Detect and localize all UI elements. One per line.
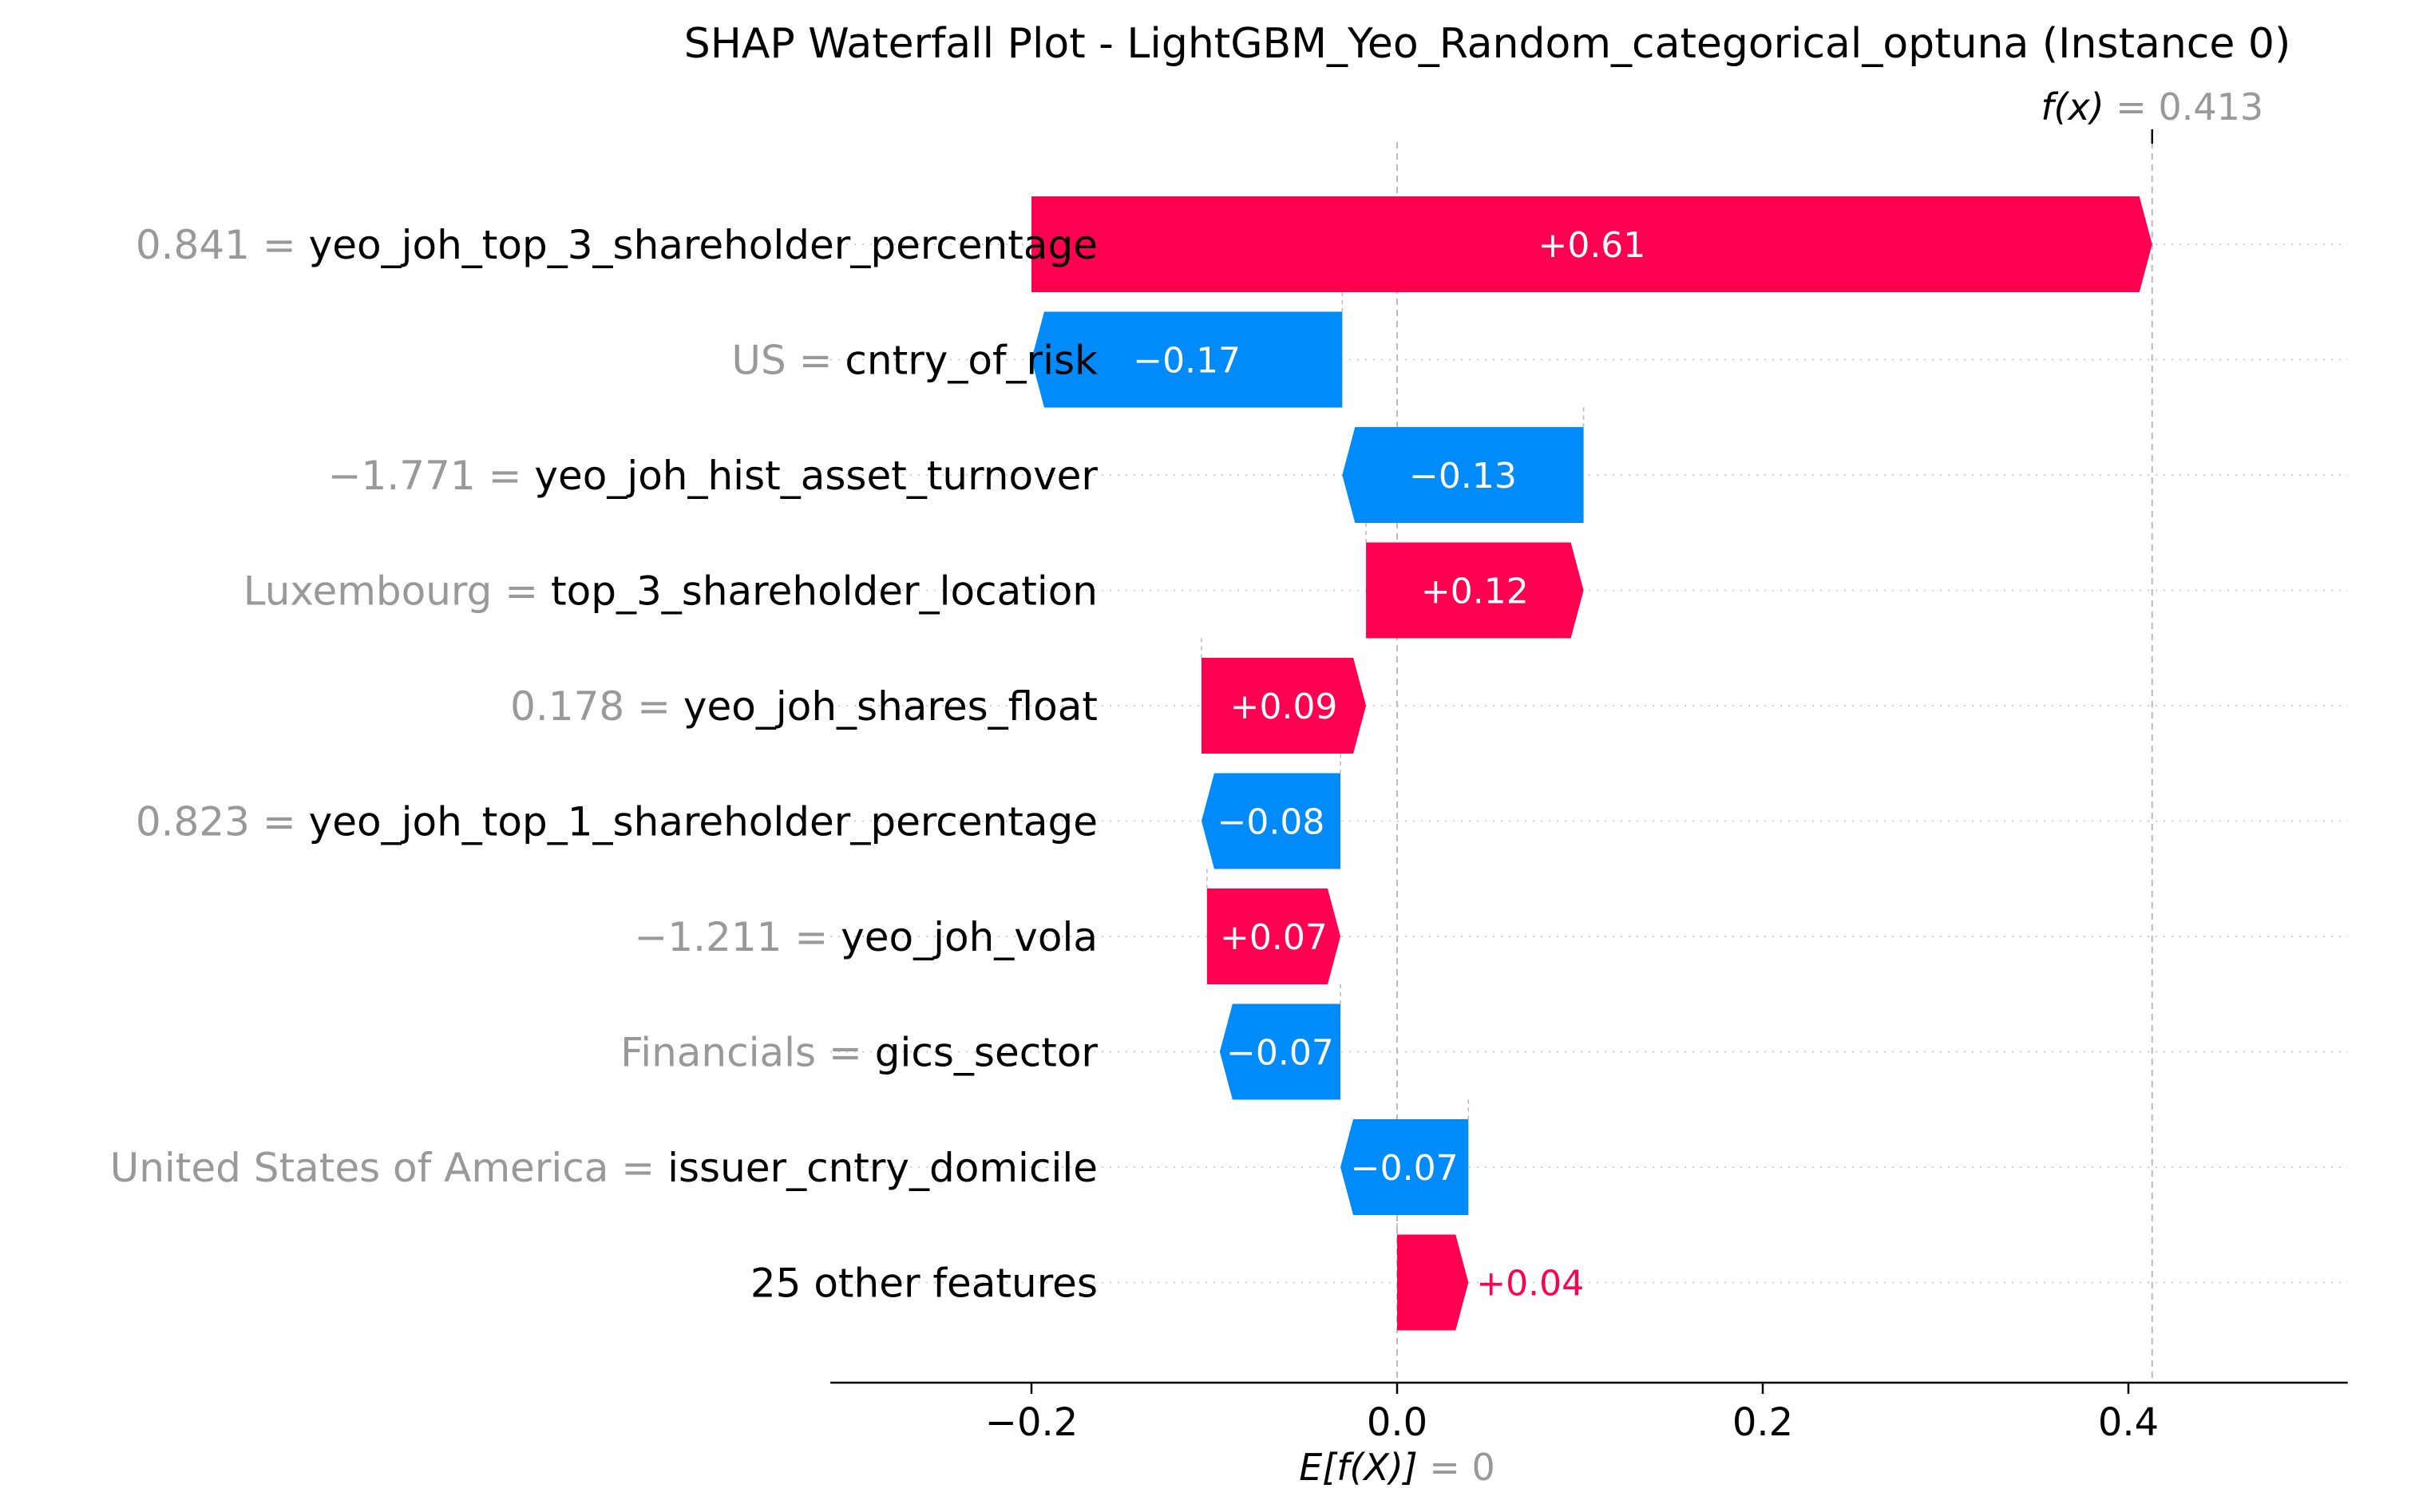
feature-value: US = xyxy=(731,338,845,384)
feature-name: yeo_joh_top_3_shareholder_percentage xyxy=(309,222,1098,268)
waterfall-bar xyxy=(1219,1003,1341,1100)
feature-label: United States of America = issuer_cntry_… xyxy=(110,1145,1098,1191)
feature-name: cntry_of_risk xyxy=(845,338,1098,384)
feature-value: 0.178 = xyxy=(510,683,683,730)
waterfall-bar xyxy=(1031,196,2152,292)
waterfall-bar xyxy=(1201,773,1341,869)
feature-label: 0.823 = yeo_joh_top_1_shareholder_percen… xyxy=(136,799,1098,845)
labels-layer: +0.61 0.841 = yeo_joh_top_3_shareholder_p… xyxy=(110,222,1646,1307)
waterfall-bar xyxy=(1201,658,1367,754)
bar-value-label: +0.09 xyxy=(1230,687,1338,727)
feature-label: 0.841 = yeo_joh_top_3_shareholder_percen… xyxy=(136,222,1098,268)
waterfall-bar xyxy=(1366,542,1584,639)
fx-value-label: f(x) = 0.413 xyxy=(2041,85,2263,129)
feature-name: yeo_joh_vola xyxy=(841,914,1098,960)
waterfall-bar xyxy=(1031,311,1343,408)
x-tick-label: 0.4 xyxy=(2098,1400,2159,1445)
feature-label: 0.178 = yeo_joh_shares_float xyxy=(510,683,1098,730)
feature-value: 0.841 = xyxy=(136,222,309,268)
feature-name: gics_sector xyxy=(875,1030,1099,1076)
fx-number: = 0.413 xyxy=(2104,85,2263,129)
feature-value: Luxembourg = xyxy=(243,568,551,615)
bar-value-label: −0.08 xyxy=(1217,802,1325,843)
x-tick-label: 0.0 xyxy=(1367,1400,1427,1445)
feature-name: yeo_joh_top_1_shareholder_percentage xyxy=(309,799,1098,845)
waterfall-bar xyxy=(1397,1234,1469,1331)
bar-value-label: +0.07 xyxy=(1220,917,1328,958)
feature-value: Financials = xyxy=(620,1030,875,1076)
bar-value-label: −0.07 xyxy=(1226,1033,1334,1074)
waterfall-bar xyxy=(1206,889,1341,984)
x-tick-label: 0.2 xyxy=(1732,1400,1793,1445)
x-tick-label: −0.2 xyxy=(985,1400,1079,1445)
feature-label: US = cntry_of_risk xyxy=(731,338,1098,384)
feature-value: United States of America = xyxy=(110,1145,668,1191)
bar-value-label: −0.07 xyxy=(1351,1148,1459,1189)
base-value-symbol: E[f(X)] xyxy=(1299,1446,1418,1489)
bar-value-label: −0.13 xyxy=(1409,456,1517,497)
feature-label: −1.211 = yeo_joh_vola xyxy=(634,914,1098,960)
bar-value-label: +0.04 xyxy=(1476,1264,1584,1304)
chart-title: SHAP Waterfall Plot - LightGBM_Yeo_Rando… xyxy=(684,20,2291,68)
feature-name: yeo_joh_hist_asset_turnover xyxy=(534,453,1098,499)
feature-label: 25 other features xyxy=(750,1261,1098,1307)
feature-name: top_3_shareholder_location xyxy=(551,568,1098,615)
feature-label: −1.771 = yeo_joh_hist_asset_turnover xyxy=(328,453,1099,499)
feature-value: 0.823 = xyxy=(136,799,309,845)
waterfall-bar xyxy=(1340,1119,1469,1215)
feature-value: −1.771 = xyxy=(328,453,535,499)
bars-layer xyxy=(1031,196,2152,1331)
bar-value-label: +0.61 xyxy=(1538,225,1645,266)
base-value-label: E[f(X)] = 0 xyxy=(1299,1446,1495,1489)
feature-label: Financials = gics_sector xyxy=(620,1030,1098,1076)
feature-name: yeo_joh_shares_float xyxy=(683,683,1098,730)
x-axis: −0.2 0.0 0.2 0.4 E[f(X)] = 0 f(x) = 0.413 xyxy=(830,85,2348,1489)
feature-name: issuer_cntry_domicile xyxy=(667,1145,1098,1191)
waterfall-bar xyxy=(1342,427,1584,523)
feature-value: −1.211 = xyxy=(634,914,841,960)
bar-value-label: +0.12 xyxy=(1421,572,1529,612)
fx-symbol: f(x) xyxy=(2041,85,2104,129)
feature-name: 25 other features xyxy=(750,1261,1098,1307)
bar-value-label: −0.17 xyxy=(1133,341,1241,382)
feature-label: Luxembourg = top_3_shareholder_location xyxy=(243,568,1098,615)
base-value-number: = 0 xyxy=(1418,1446,1495,1489)
